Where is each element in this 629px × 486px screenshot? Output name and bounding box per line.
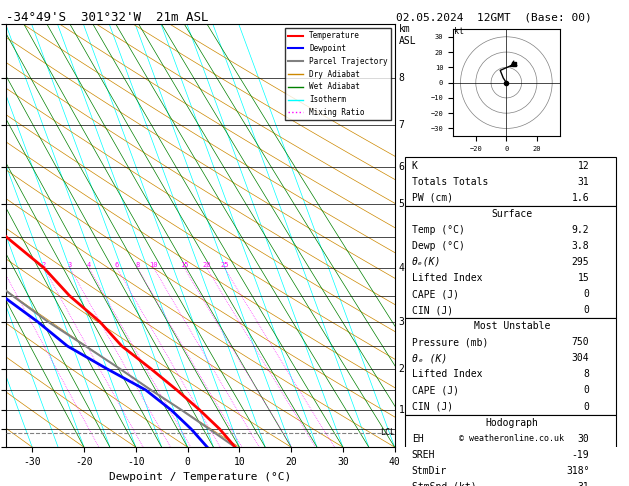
Text: CAPE (J): CAPE (J) [412,289,459,299]
Legend: Temperature, Dewpoint, Parcel Trajectory, Dry Adiabat, Wet Adiabat, Isotherm, Mi: Temperature, Dewpoint, Parcel Trajectory… [285,28,391,120]
FancyBboxPatch shape [405,157,616,206]
Text: 12: 12 [577,160,589,171]
X-axis label: Dewpoint / Temperature (°C): Dewpoint / Temperature (°C) [109,472,292,483]
Text: 31: 31 [577,482,589,486]
Text: 7: 7 [399,121,404,130]
Text: -19: -19 [572,450,589,460]
Text: 318°: 318° [566,466,589,476]
Text: 750: 750 [572,337,589,347]
Text: 3.8: 3.8 [572,241,589,251]
Text: 8: 8 [584,369,589,380]
Text: SREH: SREH [412,450,435,460]
Text: 02.05.2024  12GMT  (Base: 00): 02.05.2024 12GMT (Base: 00) [396,12,592,22]
Text: 15: 15 [577,273,589,283]
Text: PW (cm): PW (cm) [412,192,453,203]
Text: 20: 20 [203,262,211,268]
Text: Lifted Index: Lifted Index [412,369,482,380]
Text: Hodograph: Hodograph [486,417,538,428]
Text: 3: 3 [68,262,72,268]
Text: StmSpd (kt): StmSpd (kt) [412,482,477,486]
Text: 31: 31 [577,176,589,187]
Text: 0: 0 [584,289,589,299]
Text: 0: 0 [584,385,589,396]
Text: 8: 8 [399,73,404,84]
Text: Temp (°C): Temp (°C) [412,225,465,235]
Text: 0: 0 [584,305,589,315]
Text: 5: 5 [399,199,404,208]
Text: 6: 6 [399,162,404,172]
Text: -34°49'S  301°32'W  21m ASL: -34°49'S 301°32'W 21m ASL [6,11,209,24]
Text: kt: kt [454,27,464,36]
Text: km
ASL: km ASL [399,24,416,46]
Text: 8: 8 [135,262,140,268]
Text: © weatheronline.co.uk: © weatheronline.co.uk [459,434,564,443]
Text: EH: EH [412,434,423,444]
Text: 0: 0 [584,401,589,412]
Text: 4: 4 [87,262,91,268]
Text: 1: 1 [399,405,404,415]
FancyBboxPatch shape [405,206,616,318]
Text: 25: 25 [220,262,228,268]
Text: 9.2: 9.2 [572,225,589,235]
Text: CAPE (J): CAPE (J) [412,385,459,396]
Text: 304: 304 [572,353,589,364]
Text: 1.6: 1.6 [572,192,589,203]
Text: Pressure (mb): Pressure (mb) [412,337,488,347]
Text: 4: 4 [399,263,404,273]
Text: LCL: LCL [380,428,394,437]
Text: Lifted Index: Lifted Index [412,273,482,283]
Text: CIN (J): CIN (J) [412,305,453,315]
Text: 6: 6 [114,262,119,268]
Text: 2: 2 [399,364,404,374]
Text: θₑ (K): θₑ (K) [412,353,447,364]
Text: Surface: Surface [491,208,532,219]
Text: Mixing Ratio (g/kg): Mixing Ratio (g/kg) [416,188,425,283]
Text: StmDir: StmDir [412,466,447,476]
Text: 30: 30 [577,434,589,444]
Text: 3: 3 [399,317,404,327]
Text: 10: 10 [149,262,158,268]
Text: Most Unstable: Most Unstable [474,321,550,331]
Text: θₑ(K): θₑ(K) [412,257,442,267]
Text: CIN (J): CIN (J) [412,401,453,412]
FancyBboxPatch shape [405,318,616,415]
Text: 15: 15 [180,262,189,268]
Text: Totals Totals: Totals Totals [412,176,488,187]
Text: 295: 295 [572,257,589,267]
Text: 2: 2 [42,262,46,268]
Text: K: K [412,160,418,171]
FancyBboxPatch shape [405,415,616,486]
Text: Dewp (°C): Dewp (°C) [412,241,465,251]
